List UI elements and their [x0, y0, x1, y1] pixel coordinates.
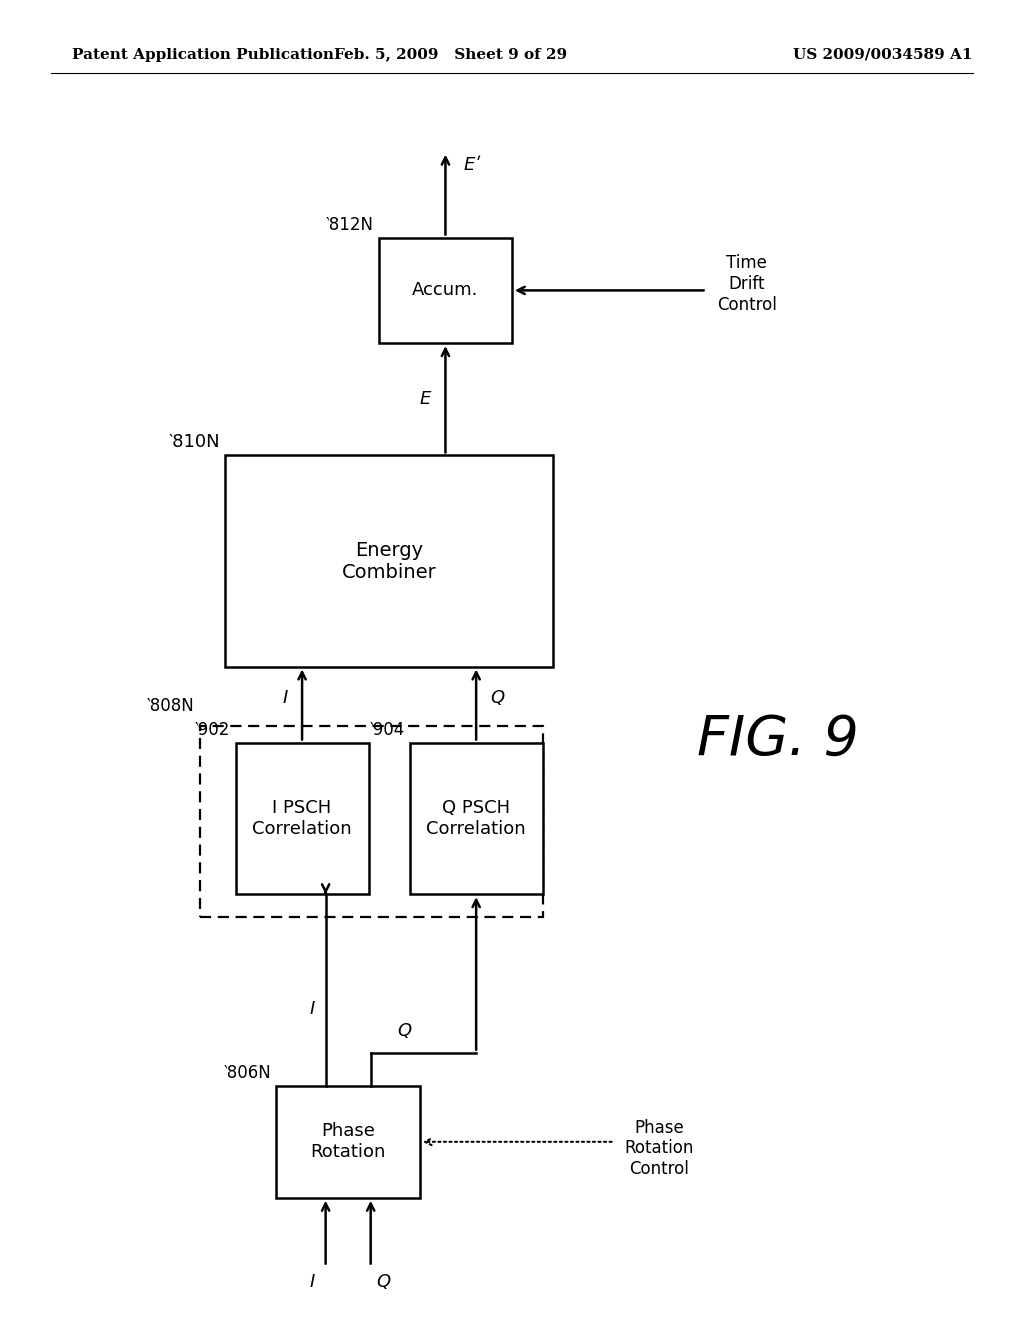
Text: ‵810N: ‵810N [169, 433, 220, 451]
Text: Accum.: Accum. [413, 281, 478, 300]
Text: Phase
Rotation: Phase Rotation [310, 1122, 386, 1162]
Text: Time
Drift
Control: Time Drift Control [717, 253, 776, 314]
Text: Eʹ: Eʹ [464, 156, 480, 174]
Text: US 2009/0034589 A1: US 2009/0034589 A1 [794, 48, 973, 62]
Bar [410, 742, 543, 895]
Text: Q: Q [397, 1022, 412, 1040]
Text: I PSCH
Correlation: I PSCH Correlation [252, 799, 352, 838]
Text: E: E [420, 391, 431, 408]
Text: Energy
Combiner: Energy Combiner [342, 540, 436, 582]
Text: Q PSCH
Correlation: Q PSCH Correlation [426, 799, 526, 838]
Text: Patent Application Publication: Patent Application Publication [72, 48, 334, 62]
Text: Feb. 5, 2009   Sheet 9 of 29: Feb. 5, 2009 Sheet 9 of 29 [334, 48, 567, 62]
Text: ‵806N: ‵806N [223, 1064, 271, 1082]
Text: ‵902: ‵902 [195, 721, 230, 739]
Bar [276, 1085, 420, 1199]
Text: I: I [309, 1272, 315, 1291]
Text: I: I [309, 1001, 315, 1018]
Text: ‵808N: ‵808N [146, 697, 195, 715]
Text: ‵812N: ‵812N [326, 215, 374, 234]
Bar [379, 238, 512, 343]
Bar [200, 726, 543, 917]
Text: Phase
Rotation
Control: Phase Rotation Control [625, 1118, 694, 1179]
Text: Q: Q [376, 1272, 390, 1291]
Bar [236, 742, 369, 895]
Text: FIG. 9: FIG. 9 [697, 713, 859, 766]
Text: I: I [283, 689, 288, 708]
Bar [225, 455, 553, 667]
Text: ‵904: ‵904 [370, 721, 404, 739]
Text: Q: Q [490, 689, 505, 708]
